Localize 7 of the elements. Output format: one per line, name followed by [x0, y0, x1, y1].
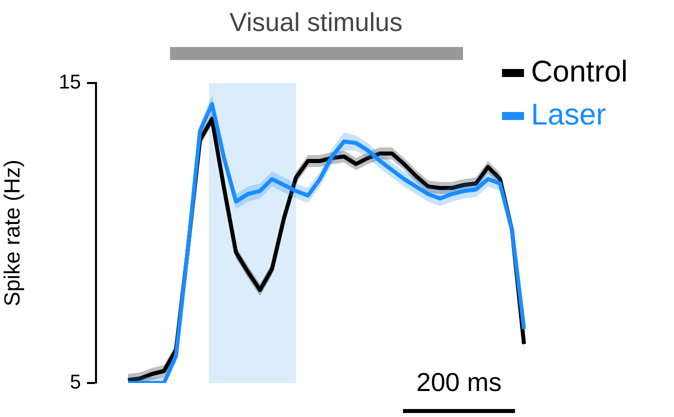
legend-label: Laser — [531, 98, 606, 132]
annotation: 200 ms — [416, 367, 502, 398]
text: Visual stimulus — [230, 7, 402, 38]
y-axis-title: Spike rate (Hz) — [0, 160, 24, 306]
legend-label: Control — [531, 55, 628, 88]
y-tick-label: 15 — [58, 72, 81, 94]
y-tick-label: 5 — [70, 372, 81, 394]
